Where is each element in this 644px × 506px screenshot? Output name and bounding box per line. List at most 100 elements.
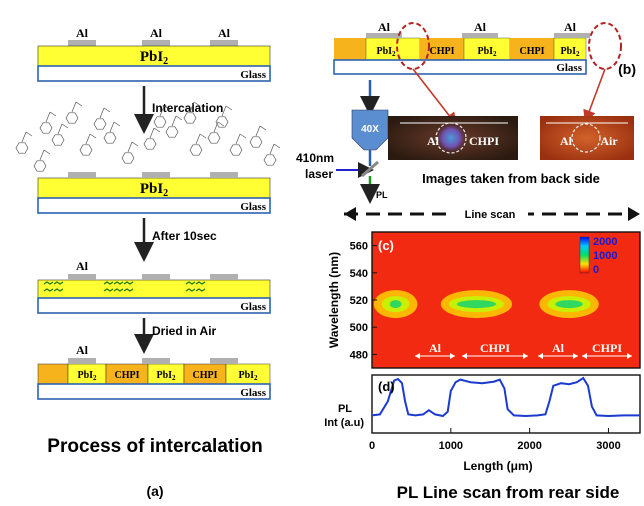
- molecule-ring: [207, 132, 221, 144]
- image-label: Air: [600, 134, 618, 148]
- segment-label: CHPI: [115, 370, 140, 381]
- region-labels: Al CHPI Al CHPI: [415, 341, 632, 359]
- y-tick-label: 520: [350, 295, 368, 307]
- step-dried-in-air: Dried in Air: [152, 324, 217, 338]
- segment-label: CHPI: [430, 46, 455, 57]
- glass-substrate: [37, 383, 271, 400]
- al-electrode: [68, 358, 96, 364]
- panel-b-label: (b): [618, 61, 636, 77]
- panel-c-label: (c): [378, 238, 394, 253]
- glass-label: Glass: [556, 62, 582, 74]
- molecule-bond: [269, 143, 275, 155]
- molecule-bond: [217, 121, 225, 127]
- squiggle: [185, 288, 196, 292]
- al-electrode: [68, 274, 96, 280]
- molecule-bond: [199, 133, 207, 139]
- molecule-bond: [213, 121, 219, 133]
- squiggle: [123, 281, 134, 285]
- molecule-bond: [273, 143, 281, 149]
- region-arrowhead: [462, 353, 467, 359]
- images-caption: Images taken from back side: [422, 171, 600, 186]
- laser-label: laser: [305, 167, 333, 181]
- molecule-bond: [221, 105, 227, 117]
- segment-label: PbI2: [238, 370, 258, 382]
- y-axis-label: Int (a.u): [324, 417, 364, 429]
- pbi2-film: [37, 279, 271, 299]
- al-label: Al: [564, 20, 577, 34]
- molecule-ring: [165, 126, 179, 138]
- zoom-circle: [588, 22, 622, 70]
- micrograph-al-air: Al Air: [540, 116, 634, 160]
- molecule-ring: [103, 132, 117, 144]
- panel-cd: Line scan 480 500 520 540 560 Wavelength (nm…: [324, 205, 641, 502]
- molecule-bond: [43, 149, 51, 155]
- segment-label: PbI2: [77, 370, 97, 382]
- region-label: CHPI: [480, 341, 510, 355]
- al-electrode: [68, 40, 96, 46]
- molecule-bond: [153, 127, 161, 133]
- molecule-ring: [65, 112, 79, 124]
- emission-band-core: [555, 300, 583, 309]
- molecule-bond: [239, 133, 247, 139]
- y-axis-label: Wavelength (nm): [327, 252, 341, 348]
- region-arrowhead: [538, 353, 543, 359]
- segment-label: PbI2: [376, 46, 396, 58]
- molecule-bond: [39, 149, 45, 161]
- al-electrode: [210, 40, 238, 46]
- chpi-segment: [420, 38, 464, 60]
- al-electrode: [142, 358, 170, 364]
- molecule-bond: [255, 125, 261, 137]
- panel-a-title: Process of intercalation: [47, 436, 262, 457]
- colorbar-tick: 0: [593, 264, 599, 276]
- squiggle: [185, 281, 196, 285]
- step-intercalation: Intercalation: [152, 101, 223, 115]
- molecule-ring: [263, 154, 277, 166]
- chpi-segment: [37, 363, 69, 385]
- al-electrode: [142, 274, 170, 280]
- region-arrowhead: [582, 353, 587, 359]
- label-bg: [452, 205, 528, 221]
- region-label: Al: [552, 341, 565, 355]
- al-electrode: [554, 33, 590, 38]
- x-axis-ticks: 0 1000 2000 3000: [369, 428, 621, 452]
- spot-outline: [571, 123, 601, 153]
- al-label: Al: [378, 20, 391, 34]
- molecule-ring: [93, 118, 107, 130]
- pbi2-label: PbI2: [140, 181, 168, 199]
- molecule-bond: [71, 101, 77, 113]
- emission-bands: [373, 290, 599, 319]
- squiggle: [53, 281, 64, 285]
- device-pristine: Al Al Al PbI2 Glass: [37, 26, 271, 82]
- segment-label: CHPI: [520, 46, 545, 57]
- molecule-bond: [21, 131, 27, 143]
- arrow-head-left: [344, 207, 356, 221]
- laser-label: 410nm: [296, 151, 334, 165]
- squiggle: [103, 288, 114, 292]
- molecule-ring: [153, 116, 167, 128]
- intercalant-squiggles: [43, 281, 206, 292]
- molecule-bond: [89, 133, 97, 139]
- zoom-arrow: [412, 68, 457, 126]
- step-after-10sec: After 10sec: [152, 229, 217, 243]
- pbi2-label: PbI2: [140, 49, 168, 67]
- molecule-bond: [45, 111, 51, 123]
- emission-band-core: [389, 300, 402, 309]
- molecule-bond: [109, 121, 115, 133]
- device-final: Al PbI2 CHPI PbI2 CHPI PbI2 Glass: [37, 343, 271, 400]
- al-electrode: [366, 33, 402, 38]
- panel-a-label: (a): [146, 483, 163, 499]
- molecule-bond: [235, 133, 241, 145]
- molecule-bond: [195, 133, 201, 145]
- arrow-head-right: [628, 207, 640, 221]
- emission-band-core: [456, 300, 497, 309]
- molecule-ring: [39, 122, 53, 134]
- al-label: Al: [218, 26, 231, 40]
- heatmap-chart: 480 500 520 540 560 Wavelength (nm) (c) 2000…: [327, 231, 641, 369]
- glass-substrate: [37, 297, 271, 314]
- al-label: Al: [76, 343, 89, 357]
- x-tick-label: 2000: [517, 440, 541, 452]
- molecule-ring: [121, 152, 135, 164]
- al-electrode: [462, 33, 498, 38]
- molecule-bond: [149, 127, 155, 139]
